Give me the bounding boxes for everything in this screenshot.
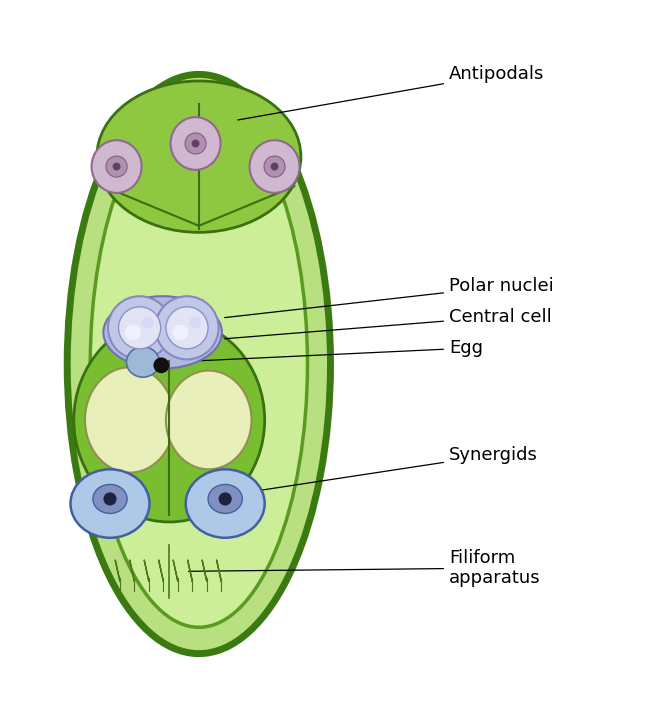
Circle shape [189,317,201,328]
Circle shape [141,317,153,328]
Circle shape [270,162,278,170]
Text: Antipodals: Antipodals [238,66,545,120]
Text: Synergids: Synergids [228,446,538,495]
Ellipse shape [155,296,219,360]
Text: Egg: Egg [175,339,483,362]
Ellipse shape [106,156,127,177]
Ellipse shape [67,74,330,654]
Ellipse shape [166,371,252,470]
Ellipse shape [108,296,171,360]
Text: Filiform
apparatus: Filiform apparatus [188,549,541,587]
Ellipse shape [185,133,206,154]
Ellipse shape [92,141,141,193]
Ellipse shape [250,141,299,193]
Circle shape [192,140,200,148]
Ellipse shape [171,117,221,170]
Ellipse shape [166,306,208,349]
Ellipse shape [103,296,222,368]
Ellipse shape [118,306,161,349]
Ellipse shape [93,484,127,513]
Ellipse shape [74,318,264,522]
Ellipse shape [208,484,243,513]
Circle shape [125,325,141,340]
Circle shape [219,492,232,505]
Circle shape [103,492,116,505]
Ellipse shape [126,347,159,377]
Ellipse shape [264,156,285,177]
Ellipse shape [186,470,264,538]
Ellipse shape [71,470,149,538]
Ellipse shape [85,368,175,472]
Circle shape [153,357,169,373]
Circle shape [112,162,120,170]
Ellipse shape [97,81,301,232]
Text: Polar nuclei: Polar nuclei [225,277,554,317]
Circle shape [173,325,188,340]
Ellipse shape [91,100,307,628]
Text: Central cell: Central cell [225,308,552,339]
